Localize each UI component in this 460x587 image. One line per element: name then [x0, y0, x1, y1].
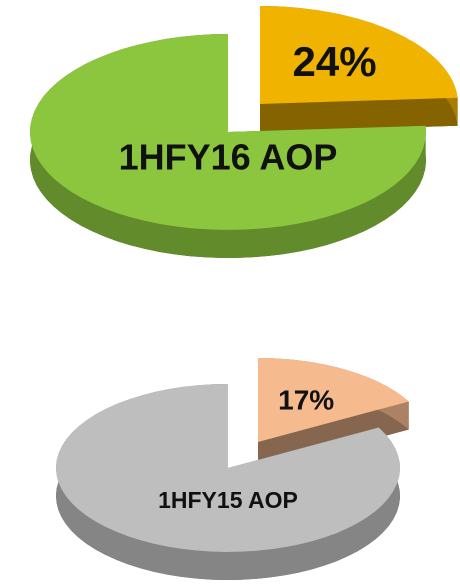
slice — [56, 384, 400, 552]
value-label: 17% — [278, 385, 334, 416]
value-label: 24% — [293, 38, 377, 85]
slice — [258, 358, 409, 442]
slice-wall — [260, 97, 458, 132]
slice — [30, 34, 426, 230]
chart-title: 1HFY16 AOP — [119, 137, 338, 178]
chart-title: 1HFY15 AOP — [158, 487, 298, 513]
slice — [260, 6, 458, 104]
